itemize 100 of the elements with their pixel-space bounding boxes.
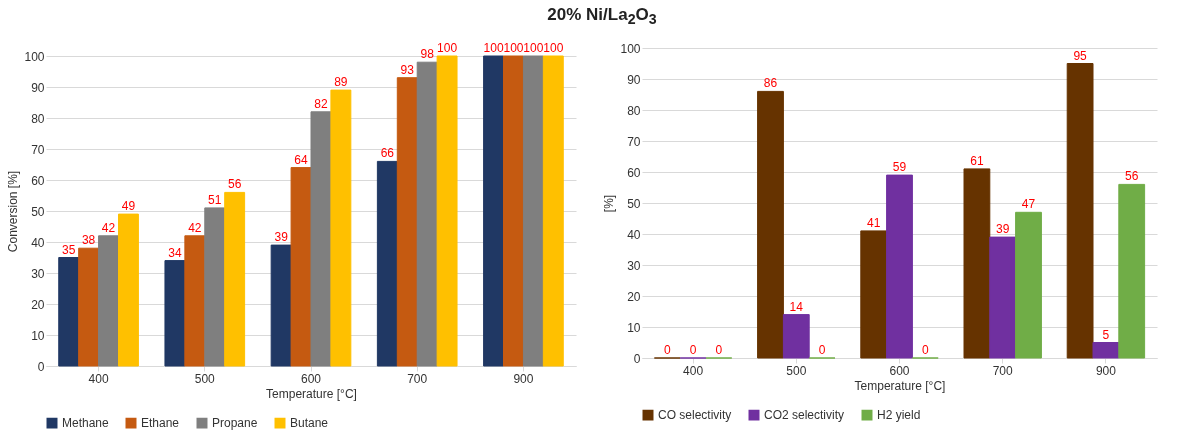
x-tick-label: 700 — [407, 371, 428, 386]
bar — [542, 55, 564, 367]
y-tick-label: 100 — [620, 41, 641, 56]
data-label: 95 — [1073, 48, 1088, 63]
x-tick-label: 900 — [1095, 363, 1117, 378]
y-tick-label: 100 — [24, 49, 45, 64]
data-label: 0 — [921, 343, 929, 357]
data-label: 49 — [121, 199, 136, 214]
x-tick-label: 900 — [513, 371, 534, 386]
y-tick-label: 70 — [31, 142, 45, 157]
bar — [503, 55, 524, 367]
y-tick-label: 60 — [627, 165, 641, 180]
data-label: 0 — [663, 343, 671, 357]
legend-label: CO2 selectivity — [764, 408, 845, 423]
data-label: 41 — [867, 215, 881, 230]
bar — [204, 207, 226, 367]
data-label: 39 — [274, 230, 289, 245]
data-label: 89 — [334, 75, 348, 90]
bar — [782, 314, 810, 359]
bar — [989, 236, 1017, 359]
bar — [270, 244, 292, 367]
data-label: 100 — [523, 41, 544, 55]
data-label: 86 — [763, 76, 778, 91]
data-label: 51 — [208, 192, 222, 207]
bar — [117, 213, 139, 367]
x-tick-label: 500 — [786, 363, 807, 378]
bar — [1066, 63, 1094, 359]
bar — [376, 160, 398, 367]
y-tick-label: 20 — [627, 289, 641, 304]
x-tick-label: 600 — [300, 371, 322, 386]
bar — [224, 191, 246, 367]
y-axis-title: [%] — [602, 194, 617, 213]
data-label: 100 — [543, 41, 564, 55]
data-label: 38 — [81, 233, 96, 248]
bar — [58, 257, 80, 367]
y-tick-label: 50 — [627, 196, 641, 211]
legend-label: Ethane — [141, 416, 180, 430]
y-tick-label: 70 — [627, 134, 641, 149]
x-tick-label: 700 — [992, 363, 1014, 378]
data-label: 56 — [227, 177, 242, 192]
x-axis-title: Temperature [°C] — [854, 378, 946, 393]
x-axis-title: Temperature [°C] — [266, 386, 357, 401]
data-label: 59 — [892, 160, 907, 175]
data-label: 42 — [101, 220, 116, 235]
bar — [522, 55, 544, 367]
legend-label: CO selectivity — [658, 408, 732, 423]
data-label: 98 — [420, 47, 435, 62]
y-axis-title: Conversion [%] — [6, 170, 21, 253]
bar — [98, 235, 119, 367]
y-tick-label: 0 — [633, 351, 641, 366]
bar — [1092, 342, 1120, 359]
x-tick-label: 400 — [88, 371, 109, 386]
data-label: 0 — [818, 343, 826, 357]
y-tick-label: 0 — [37, 359, 45, 374]
data-label: 0 — [689, 343, 697, 357]
bar — [184, 235, 206, 367]
data-label: 5 — [1102, 327, 1110, 342]
data-label: 100 — [437, 41, 458, 55]
y-tick-label: 20 — [31, 297, 45, 312]
y-tick-label: 10 — [31, 328, 45, 343]
bar — [78, 247, 100, 367]
y-tick-label: 80 — [31, 111, 45, 126]
y-tick-label: 40 — [627, 227, 641, 242]
chart-title: 20% Ni/La$_{2}$O$_{3}$ — [546, 4, 658, 30]
bar — [310, 111, 332, 367]
data-label: 47 — [1021, 197, 1036, 212]
y-tick-label: 50 — [31, 204, 45, 219]
data-label: 0 — [715, 343, 723, 357]
data-label: 42 — [188, 220, 202, 235]
x-tick-label: 500 — [194, 371, 216, 386]
y-tick-label: 90 — [627, 72, 641, 87]
data-label: 100 — [503, 41, 524, 55]
bar — [416, 61, 438, 367]
y-tick-label: 80 — [627, 103, 641, 118]
data-label: 64 — [294, 152, 309, 167]
legend-label: H2 yield — [877, 408, 921, 423]
bar — [1015, 211, 1042, 359]
data-label: 14 — [789, 299, 804, 314]
legend-label: Methane — [62, 416, 110, 430]
bar — [1118, 183, 1146, 359]
y-tick-label: 60 — [31, 173, 45, 188]
data-label: 82 — [314, 96, 328, 111]
bar — [757, 90, 784, 359]
y-tick-label: 90 — [31, 80, 45, 95]
bar — [886, 174, 913, 359]
data-label: 61 — [970, 153, 984, 168]
data-label: 93 — [400, 62, 415, 77]
x-tick-label: 400 — [683, 363, 704, 378]
y-tick-label: 30 — [31, 266, 45, 281]
data-label: 56 — [1125, 169, 1139, 184]
y-tick-label: 40 — [31, 235, 45, 250]
bar — [483, 55, 505, 367]
bar — [963, 168, 991, 359]
bar — [330, 89, 352, 367]
data-label: 100 — [483, 41, 504, 55]
data-label: 34 — [168, 245, 182, 260]
y-tick-label: 10 — [627, 320, 641, 335]
bar — [290, 167, 312, 367]
legend-label: Propane — [212, 416, 258, 430]
y-tick-label: 30 — [627, 258, 641, 273]
